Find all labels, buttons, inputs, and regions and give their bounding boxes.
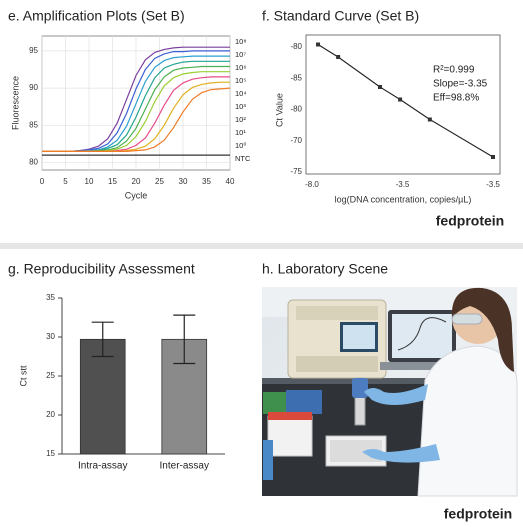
error-bar <box>91 321 114 358</box>
x-tick-label: 40 <box>226 177 235 186</box>
y-tick-label: -75 <box>290 167 302 176</box>
y-tick-label: 15 <box>46 449 55 458</box>
legend-label: 10¹ <box>235 128 246 137</box>
legend-label: 10⁸ <box>235 37 247 46</box>
series-line <box>42 87 231 152</box>
photo-title: h. Laboratory Scene <box>262 261 388 277</box>
legend-label: NTC <box>235 154 251 163</box>
data-point <box>427 117 432 122</box>
y-tick-label: -85 <box>290 73 302 82</box>
x-tick-label: 10 <box>85 177 94 186</box>
chart-title: e. Amplification Plots (Set B) <box>8 8 185 24</box>
x-tick-label: Inter-assay <box>160 461 209 472</box>
legend-label: 10² <box>235 115 246 124</box>
y-tick-label: -80 <box>290 42 302 51</box>
x-tick-label: Intra-assay <box>78 461 127 472</box>
y-tick-label: 25 <box>46 371 55 380</box>
legend-label: 10⁵ <box>235 76 246 85</box>
lab-photo <box>262 287 518 497</box>
y-axis-title: Fluorescence <box>10 76 20 130</box>
x-axis-title: log(DNA concentration, copies/µL) <box>335 194 472 204</box>
x-tick-label: 15 <box>108 177 117 186</box>
annotation: Eff=98.8% <box>433 93 479 104</box>
chart-title: g. Reproducibility Assessment <box>8 261 195 277</box>
y-axis-title: Ct Value <box>274 93 284 127</box>
data-point <box>336 55 341 59</box>
y-tick-label: 90 <box>29 83 38 92</box>
x-tick-label: 20 <box>132 177 141 186</box>
chart-title: f. Standard Curve (Set B) <box>262 8 419 24</box>
annotation: R²=0.999 <box>433 65 475 76</box>
x-axis-title: Cycle <box>125 190 148 200</box>
x-tick-label: 0 <box>40 177 45 186</box>
legend-label: 10⁷ <box>235 50 246 59</box>
x-tick-label: -8.0 <box>305 180 319 189</box>
y-tick-label: 30 <box>46 332 55 341</box>
data-point <box>398 97 403 102</box>
y-tick-label: 95 <box>29 46 38 55</box>
y-tick-label: 20 <box>46 410 55 419</box>
plot-area <box>305 34 501 175</box>
x-tick-label: 30 <box>179 177 188 186</box>
y-tick-label: 35 <box>46 293 55 302</box>
x-tick-label: 25 <box>155 177 164 186</box>
legend-label: 10⁴ <box>235 89 247 98</box>
x-tick-label: -3.5 <box>486 180 500 189</box>
x-tick-label: 5 <box>63 177 68 186</box>
annotation: Slope=-3.35 <box>433 79 488 90</box>
fit-line <box>317 44 494 158</box>
watermark: fedprotein <box>436 213 504 229</box>
data-point <box>316 42 321 47</box>
x-tick-label: -3.5 <box>396 180 410 189</box>
y-tick-label: -80 <box>290 105 302 114</box>
data-point <box>491 155 495 159</box>
data-point <box>377 85 382 89</box>
y-tick-label: 80 <box>29 158 38 167</box>
y-axis-title: Ct stt <box>18 365 28 387</box>
x-tick-label: 35 <box>202 177 211 186</box>
y-tick-label: -70 <box>290 136 302 145</box>
watermark: fedprotein <box>444 506 512 522</box>
legend-label: 10⁰ <box>235 141 246 150</box>
y-tick-label: 85 <box>29 120 38 129</box>
legend-label: 10³ <box>235 102 246 111</box>
error-bar <box>173 314 196 365</box>
legend-label: 10⁶ <box>235 63 246 72</box>
